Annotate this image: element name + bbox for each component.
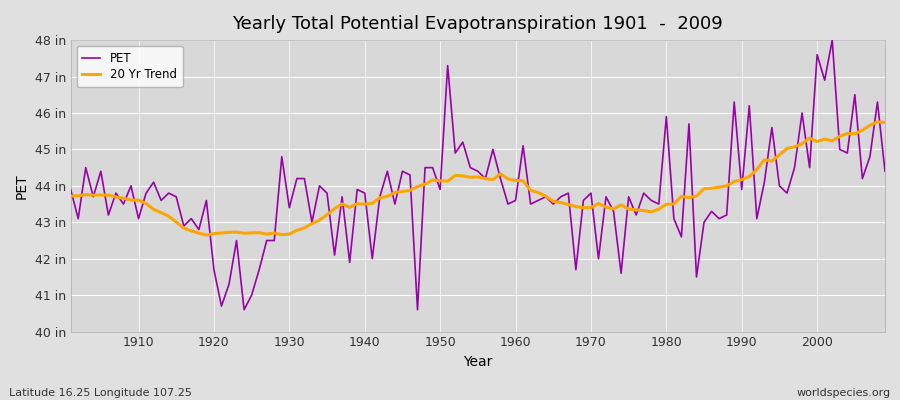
- PET: [299, 176, 310, 181]
- Text: Latitude 16.25 Longitude 107.25: Latitude 16.25 Longitude 107.25: [9, 388, 192, 398]
- PET: [510, 198, 521, 203]
- 20 Yr Trend: [66, 194, 77, 198]
- Line: PET: PET: [71, 40, 885, 310]
- 20 Yr Trend: [608, 206, 619, 211]
- 20 Yr Trend: [126, 198, 137, 202]
- PET: [827, 38, 838, 42]
- 20 Yr Trend: [201, 233, 212, 238]
- PET: [238, 307, 249, 312]
- PET: [518, 143, 528, 148]
- PET: [879, 169, 890, 174]
- PET: [608, 209, 619, 214]
- 20 Yr Trend: [510, 178, 521, 183]
- Text: worldspecies.org: worldspecies.org: [796, 388, 891, 398]
- 20 Yr Trend: [879, 120, 890, 125]
- 20 Yr Trend: [345, 205, 356, 210]
- 20 Yr Trend: [872, 119, 883, 124]
- Title: Yearly Total Potential Evapotranspiration 1901  -  2009: Yearly Total Potential Evapotranspiratio…: [232, 15, 724, 33]
- Legend: PET, 20 Yr Trend: PET, 20 Yr Trend: [76, 46, 183, 87]
- X-axis label: Year: Year: [464, 355, 492, 369]
- PET: [345, 260, 356, 265]
- PET: [66, 187, 77, 192]
- PET: [126, 184, 137, 188]
- 20 Yr Trend: [299, 226, 310, 230]
- 20 Yr Trend: [518, 178, 528, 183]
- Y-axis label: PET: PET: [15, 173, 29, 199]
- Line: 20 Yr Trend: 20 Yr Trend: [71, 122, 885, 235]
